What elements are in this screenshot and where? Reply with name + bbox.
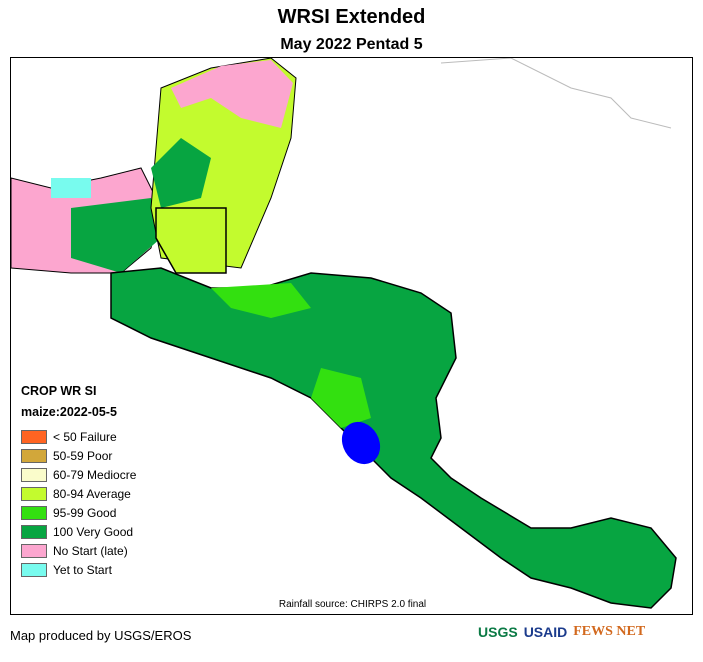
map-frame: CROP WR SI maize:2022-05-5 < 50 Failure 5… xyxy=(10,57,693,615)
legend-item: Yet to Start xyxy=(21,560,136,579)
legend-item: 60-79 Mediocre xyxy=(21,465,136,484)
logos: USGS USAID FEWS NET xyxy=(478,624,645,640)
legend-swatch xyxy=(21,543,47,558)
legend-label: < 50 Failure xyxy=(53,429,117,444)
legend-swatch xyxy=(21,429,47,444)
central-america-land xyxy=(110,267,677,609)
good-patches-2 xyxy=(311,368,371,428)
legend-label: 60-79 Mediocre xyxy=(53,467,137,482)
legend-item: 95-99 Good xyxy=(21,503,136,522)
legend-item: < 50 Failure xyxy=(21,427,136,446)
legend-label: 95-99 Good xyxy=(53,505,117,520)
legend-swatch xyxy=(21,467,47,482)
rainfall-source: Rainfall source: CHIRPS 2.0 final xyxy=(278,599,427,610)
legend-swatch xyxy=(21,562,47,577)
usgs-logo: USGS xyxy=(478,624,518,640)
good-patches xyxy=(211,283,311,318)
guatemala-peten xyxy=(155,207,227,274)
yucatan-green xyxy=(151,138,211,208)
legend-swatch xyxy=(21,524,47,539)
legend-label: 100 Very Good xyxy=(53,524,134,539)
lake-nicaragua xyxy=(341,421,381,465)
legend-item: No Start (late) xyxy=(21,541,136,560)
yucatan-pink xyxy=(171,60,293,128)
legend-heading: CROP WR SI xyxy=(21,384,97,398)
map-subtitle: May 2022 Pentad 5 xyxy=(280,36,423,53)
legend-item: 50-59 Poor xyxy=(21,446,136,465)
map-title: WRSI Extended xyxy=(277,6,426,28)
wrsi-map xyxy=(11,58,677,609)
legend-label: No Start (late) xyxy=(53,543,128,558)
legend-item: 100 Very Good xyxy=(21,522,136,541)
legend-swatch xyxy=(21,486,47,501)
usaid-logo: USAID xyxy=(523,624,568,640)
mexico-green xyxy=(71,198,161,273)
fewsnet-logo: FEWS NET xyxy=(573,624,646,639)
legend-item: 80-94 Average xyxy=(21,484,136,503)
legend-label: Yet to Start xyxy=(53,562,112,577)
legend-subheading: maize:2022-05-5 xyxy=(21,405,117,419)
legend-swatch xyxy=(21,448,47,463)
legend: CROP WR SI maize:2022-05-5 < 50 Failure 5… xyxy=(21,384,136,579)
legend-swatch xyxy=(21,505,47,520)
legend-label: 50-59 Poor xyxy=(53,448,113,463)
legend-label: 80-94 Average xyxy=(53,486,131,501)
caribbean-islands xyxy=(440,58,672,129)
map-credit: Map produced by USGS/EROS xyxy=(10,628,192,643)
cyan-patch xyxy=(51,178,91,198)
